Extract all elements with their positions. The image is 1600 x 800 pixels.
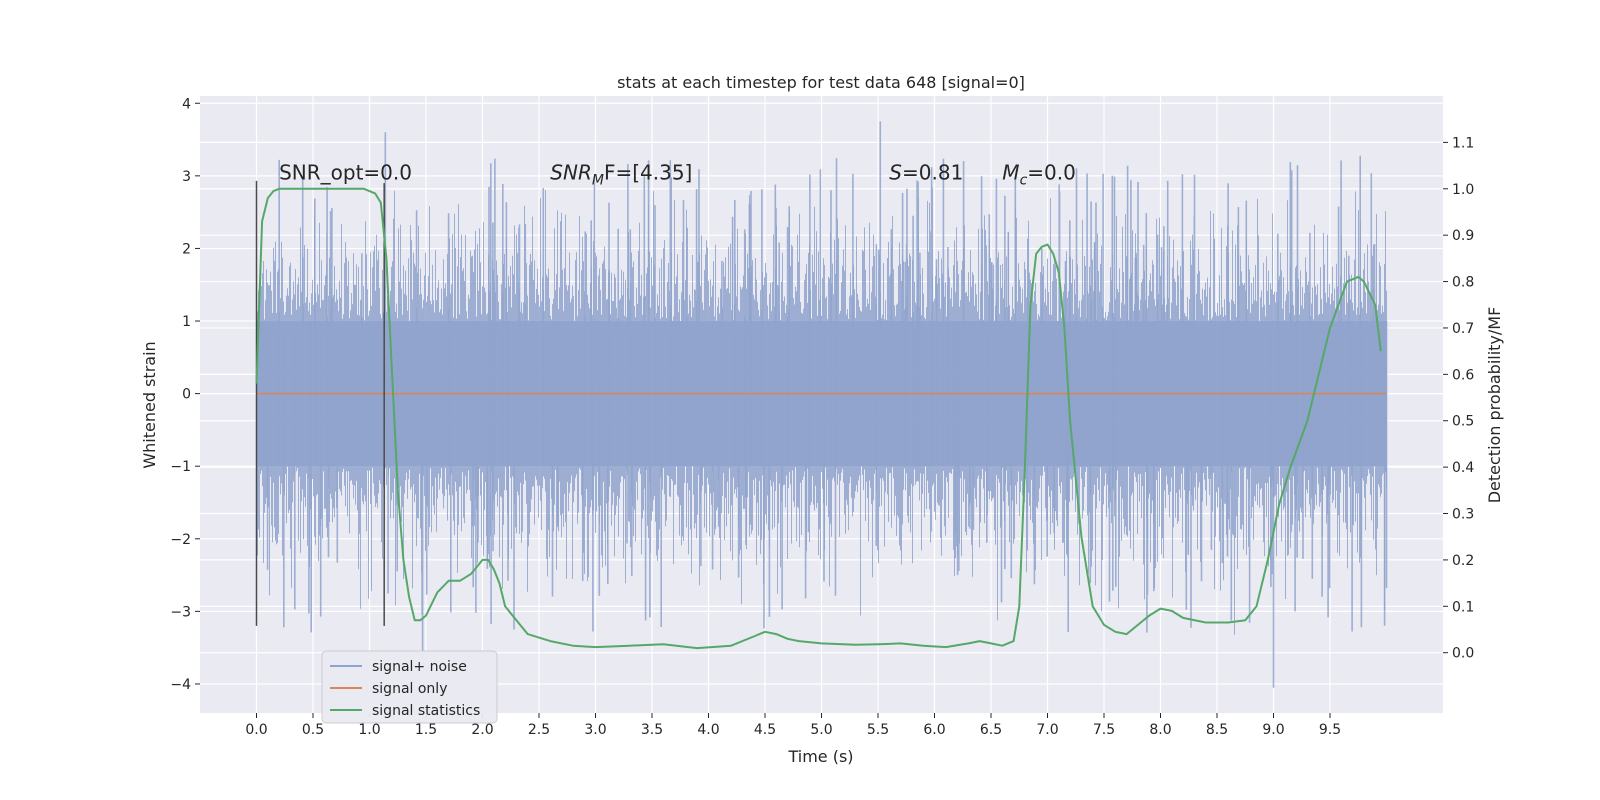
y2-axis-title: Detection probability/MF bbox=[1485, 307, 1504, 504]
annotation-text: S=0.81 bbox=[889, 160, 963, 184]
x-tick-label: 8.5 bbox=[1206, 722, 1228, 738]
y-tick-label: −1 bbox=[170, 459, 191, 475]
x-tick-label: 7.5 bbox=[1093, 722, 1115, 738]
y2-tick-label: 0.3 bbox=[1452, 507, 1474, 523]
x-tick-label: 1.5 bbox=[415, 722, 437, 738]
y-tick-label: 3 bbox=[182, 169, 191, 185]
chart-title: stats at each timestep for test data 648… bbox=[617, 73, 1025, 92]
annotation-text: SNR_opt=0.0 bbox=[279, 160, 412, 184]
line-layer bbox=[255, 180, 1387, 650]
y2-tick-label: 0.4 bbox=[1452, 460, 1474, 476]
y-tick-label: 1 bbox=[182, 314, 191, 330]
y2-tick-label: 0.5 bbox=[1452, 414, 1474, 430]
x-tick-label: 2.5 bbox=[528, 722, 550, 738]
y-tick-label: 2 bbox=[182, 241, 191, 257]
legend-box bbox=[321, 650, 498, 724]
y2-tick-label: 0.7 bbox=[1452, 321, 1474, 337]
legend-label: signal only bbox=[372, 681, 447, 697]
x-tick-label: 3.5 bbox=[641, 722, 663, 738]
annotation-text: SNRMF=[4.35] bbox=[550, 160, 692, 188]
annotations: SNR_opt=0.0 SNRMF=[4.35] S=0.81 Mc=0.0 bbox=[279, 160, 1076, 188]
y-tick-label: 0 bbox=[182, 387, 191, 403]
x-tick-label: 4.5 bbox=[754, 722, 776, 738]
y2-tick-label: 0.0 bbox=[1452, 646, 1474, 662]
x-tick-label: 5.0 bbox=[810, 722, 832, 738]
x-tick-label: 8.0 bbox=[1149, 722, 1171, 738]
signal-statistics-line bbox=[255, 187, 1382, 650]
x-tick-label: 6.5 bbox=[980, 722, 1002, 738]
x-tick-label: 5.5 bbox=[867, 722, 889, 738]
noise-outliers bbox=[266, 121, 1388, 688]
x-tick-label: 1.0 bbox=[358, 722, 380, 738]
y2-tick-label: 0.1 bbox=[1452, 599, 1474, 615]
x-tick-label: 2.0 bbox=[471, 722, 493, 738]
legend-label: signal statistics bbox=[372, 703, 480, 719]
y-tick-label: −2 bbox=[170, 532, 191, 548]
annotation-text: Mc=0.0 bbox=[1002, 160, 1076, 188]
axis-layer: 0.0 0.5 1.0 1.5 2.0 2.5 3.0 3.5 4.0 4.5 5.0 5.5 6.0 6… bbox=[170, 96, 1474, 738]
y2-tick-label: 1.0 bbox=[1452, 182, 1474, 198]
x-tick-label: 7.0 bbox=[1036, 722, 1058, 738]
x-tick-label: 3.0 bbox=[584, 722, 606, 738]
x-tick-label: 9.0 bbox=[1262, 722, 1284, 738]
x-tick-label: 4.0 bbox=[697, 722, 719, 738]
y2-tick-label: 0.6 bbox=[1452, 367, 1474, 383]
x-tick-label: 0.5 bbox=[302, 722, 324, 738]
y2-tick-label: 0.8 bbox=[1452, 275, 1474, 291]
x-tick-label: 0.0 bbox=[245, 722, 267, 738]
legend: signal+ noise signal only signal statistic… bbox=[321, 650, 498, 724]
legend-label: signal+ noise bbox=[372, 659, 467, 675]
x-tick-label: 9.5 bbox=[1319, 722, 1341, 738]
y2-tick-label: 0.2 bbox=[1452, 553, 1474, 569]
y-tick-label: −4 bbox=[170, 677, 191, 693]
y-axis-title: Whitened strain bbox=[140, 341, 159, 468]
y-tick-label: −3 bbox=[170, 604, 191, 620]
y-tick-label: 4 bbox=[182, 96, 191, 112]
y2-tick-label: 0.9 bbox=[1452, 228, 1474, 244]
y2-tick-label: 1.1 bbox=[1452, 135, 1474, 151]
x-tick-label: 6.0 bbox=[923, 722, 945, 738]
x-axis-title: Time (s) bbox=[787, 747, 853, 766]
